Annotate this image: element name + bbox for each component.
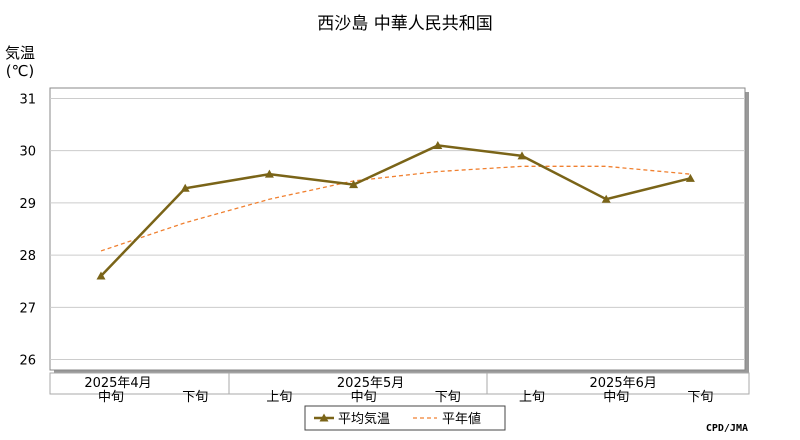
x-tick-label: 中旬: [603, 390, 629, 405]
mean-point: [601, 194, 611, 203]
legend-mean-label: 平均気温: [338, 411, 390, 427]
y-tick-label: 26: [19, 354, 36, 369]
x-tick-label: 中旬: [351, 390, 377, 405]
legend: 平均気温 平年値: [304, 405, 506, 431]
x-tick-label: 中旬: [98, 390, 124, 405]
x-tick-label: 下旬: [687, 390, 713, 405]
credit-text: CPD/JMA: [706, 423, 748, 434]
x-month-label: 2025年4月: [84, 376, 151, 391]
legend-mean-marker: [319, 413, 329, 422]
x-tick-label: 下旬: [435, 390, 461, 405]
x-tick-label: 下旬: [182, 390, 208, 405]
mean-point: [180, 183, 190, 192]
x-axis-box: [49, 372, 750, 395]
y-tick-label: 31: [19, 92, 36, 107]
x-month-label: 2025年6月: [590, 376, 657, 391]
legend-box: [304, 405, 506, 431]
plot-area: 2627282930312025年4月 2025年5月 2025年6月中旬 下旬 上旬中…: [19, 87, 750, 405]
x-month-label: 2025年5月: [337, 376, 404, 391]
x-tick-label: 上旬: [519, 390, 545, 405]
y-axis-unit: (℃): [6, 62, 35, 80]
plot-frame: [49, 87, 746, 371]
mean-point: [433, 140, 443, 149]
chart-title: 西沙島 中華人民共和国: [317, 14, 492, 34]
legend-normal-label: 平年値: [442, 411, 481, 427]
mean-point: [517, 151, 527, 160]
normal-line: [100, 165, 691, 252]
mean-point: [96, 271, 106, 280]
mean-point: [264, 169, 274, 178]
y-tick-label: 29: [19, 197, 36, 212]
mean-point: [349, 180, 359, 189]
mean-point: [685, 173, 695, 182]
x-tick-label: 上旬: [266, 390, 292, 405]
y-tick-label: 30: [19, 145, 36, 160]
y-axis-label: 気温: [5, 44, 35, 62]
y-tick-label: 28: [19, 249, 36, 264]
mean-line: [100, 144, 691, 277]
y-tick-label: 27: [19, 301, 36, 316]
